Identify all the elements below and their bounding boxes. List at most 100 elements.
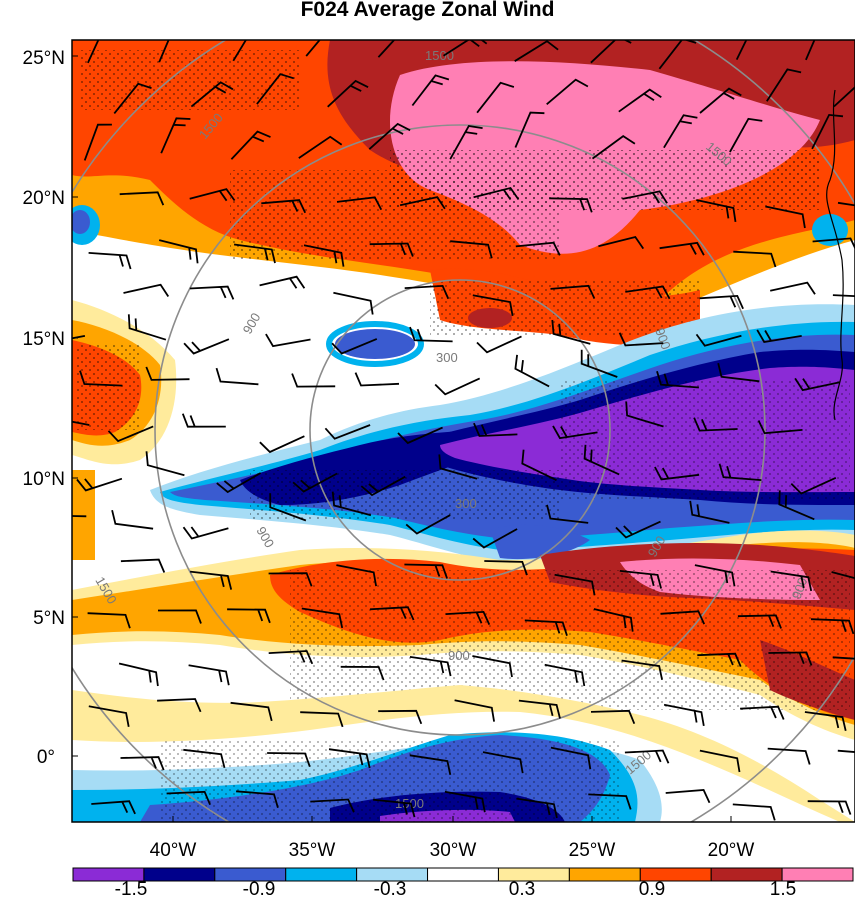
wind-barb (580, 349, 618, 378)
colorbar-label: 1.5 (770, 879, 796, 900)
wind-barb (411, 74, 450, 107)
wind-barb (837, 201, 855, 207)
wind-barb (404, 284, 450, 300)
wind-barb (472, 528, 518, 549)
wind-barb (807, 800, 852, 815)
wind-barb (546, 504, 589, 524)
wind-barb (87, 612, 131, 629)
wind-barb (484, 560, 528, 576)
wind-barb (215, 367, 259, 386)
wind-barb (327, 79, 369, 108)
wind-barb (694, 564, 736, 587)
wind-barb (331, 491, 372, 517)
range-ring-900 (154, 124, 766, 736)
figure-title: F024 Average Zonal Wind (300, 0, 555, 21)
wind-barb (189, 570, 233, 590)
wind-barb (111, 509, 154, 530)
lat-label-10n: 10°N (23, 469, 65, 490)
wind-barb (310, 798, 355, 813)
wind-barb (832, 656, 855, 660)
wind-barb (409, 754, 452, 775)
wind-barb (405, 514, 451, 535)
wind-barb (472, 655, 513, 678)
wind-barb (756, 329, 802, 343)
wind-barb (449, 125, 483, 160)
wind-barb (119, 191, 165, 206)
wind-barb (765, 205, 806, 229)
wind-barb (268, 572, 313, 587)
wind-barb (360, 475, 406, 497)
wind-barb (473, 186, 520, 201)
colorbar-labels: -1.5 -0.9 -0.3 0.3 0.9 1.5 (115, 879, 797, 900)
wind-barb (333, 291, 374, 315)
wind-barb (232, 40, 247, 62)
coastline (826, 89, 844, 421)
wind-barb (663, 703, 705, 727)
wind-barb (158, 40, 170, 63)
wind-barb (544, 663, 586, 687)
contour-band-north-positive (72, 40, 855, 346)
wind-barb (434, 377, 481, 396)
latitude-axis: 25°N 20°N 15°N 10°N 5°N 0° (23, 48, 78, 768)
colorbar (72, 867, 854, 882)
wind-barb (810, 618, 855, 635)
wind-barb (230, 130, 271, 160)
lat-label-20n: 20°N (23, 188, 65, 209)
wind-barb (697, 652, 742, 667)
wind-barb (549, 197, 593, 213)
wind-barb (516, 797, 558, 819)
wind-barb (521, 449, 557, 482)
wind-barb (767, 747, 811, 765)
wind-barb (120, 558, 166, 573)
wind-barb (127, 314, 167, 341)
colorbar-label: 0.3 (509, 879, 535, 900)
wind-barb (833, 86, 855, 108)
wind-barb (373, 798, 416, 818)
wind-barb (624, 749, 670, 764)
wind-barb (656, 371, 699, 389)
wind-barb (438, 454, 478, 480)
wind-barb (740, 705, 785, 720)
wind-barb (87, 40, 100, 64)
wind-barb (233, 243, 276, 264)
wind-barb (514, 40, 559, 62)
wind-barb (190, 81, 234, 108)
wind-barbs (72, 40, 855, 821)
wind-barb (554, 573, 596, 596)
colorbar-swatch (143, 867, 216, 882)
wind-barb (340, 665, 385, 681)
wind-barb (377, 40, 396, 58)
wind-barb (524, 619, 568, 636)
lat-label-5n: 5°N (33, 608, 65, 629)
wind-barb (157, 609, 202, 624)
wind-barb (622, 190, 668, 204)
wind-barb (472, 294, 514, 317)
wind-barb (476, 335, 522, 354)
colorbar-swatch (427, 867, 499, 882)
wind-barb (145, 366, 190, 381)
wind-barb (166, 790, 211, 806)
ring-label: 300 (455, 496, 477, 511)
lon-label-35w: 35°W (289, 840, 336, 861)
wind-barb (301, 607, 344, 629)
wind-barb (291, 373, 336, 388)
wind-barb (732, 803, 776, 821)
wind-barb (181, 413, 226, 428)
wind-barb (590, 709, 636, 725)
wind-barb (598, 235, 645, 250)
wind-barb (331, 338, 378, 355)
wind-barb (107, 425, 154, 443)
wind-barb (766, 68, 802, 102)
wind-barb (804, 711, 847, 732)
wind-barb (305, 40, 321, 57)
wind-barb (76, 477, 123, 492)
lat-label-15n: 15°N (23, 329, 65, 350)
wind-barb (336, 196, 383, 211)
wind-barb (336, 564, 377, 587)
wind-barb (699, 87, 742, 114)
ring-label: 900 (789, 576, 811, 602)
wind-barb (733, 250, 777, 268)
wind-barb (216, 472, 262, 494)
wind-barb (659, 241, 705, 256)
wind-barb (618, 88, 662, 113)
